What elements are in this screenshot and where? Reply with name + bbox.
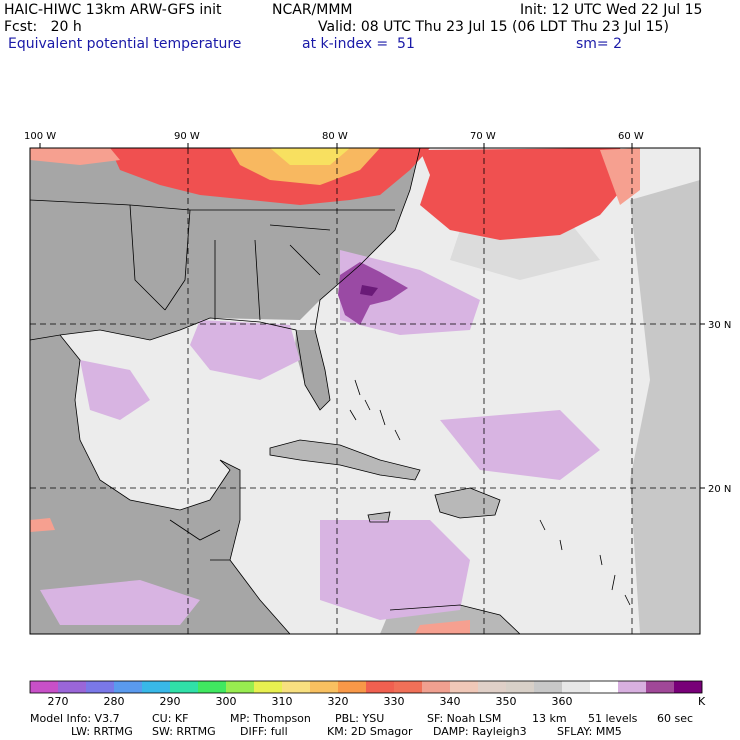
model-title: HAIC-HIWC 13km ARW-GFS init (4, 2, 222, 18)
colorbar-tick-label: 310 (272, 695, 293, 708)
footer-model-info: Model Info: V3.7 (30, 712, 120, 725)
level-label: at k-index = 51 (302, 36, 415, 52)
map-frame (29, 147, 701, 635)
field-name: Equivalent potential temperature (8, 36, 242, 52)
mexico-salmon-patch (30, 518, 55, 532)
colorbar-tick-label: 360 (552, 695, 573, 708)
organization-label: NCAR/MMM (272, 2, 353, 18)
footer-mp: MP: Thompson (230, 712, 311, 725)
mexico-land (30, 335, 290, 634)
colorbar-tick-label: 330 (384, 695, 405, 708)
colorbar-swatch (170, 681, 199, 693)
lon-label-80w: 80 W (322, 131, 348, 142)
bahamas-islands (349, 379, 631, 606)
colorbar (29, 680, 703, 694)
footer-cu: CU: KF (152, 712, 189, 725)
footer-diff: DIFF: full (240, 725, 288, 738)
smoothing-label: sm= 2 (576, 36, 623, 52)
pacific-lavender (40, 580, 200, 625)
warm-band-orange (230, 148, 380, 185)
lon-label-70w: 70 W (470, 131, 496, 142)
colorbar-swatch (254, 681, 283, 693)
atlantic-warm-red (420, 148, 630, 240)
colorbar-swatch (86, 681, 115, 693)
east-ocean-shading (630, 180, 700, 634)
colorbar-swatch (310, 681, 339, 693)
colorbar-swatch (30, 681, 59, 693)
footer-timestep: 60 sec (657, 712, 694, 725)
colorbar-swatch (282, 681, 311, 693)
map-panel (30, 148, 700, 634)
footer-km: KM: 2D Smagor (327, 725, 413, 738)
colorbar-swatch (674, 681, 703, 693)
footer-resolution: 13 km (532, 712, 567, 725)
footer-sw: SW: RRTMG (152, 725, 216, 738)
colorbar-swatch (226, 681, 255, 693)
atlantic-warm-salmon (600, 148, 640, 205)
colorbar-swatch (590, 681, 619, 693)
lat-label-30n: 30 N (708, 320, 731, 331)
colorbar-swatch (534, 681, 563, 693)
footer-pbl: PBL: YSU (335, 712, 385, 725)
colorbar-tick-label: 300 (216, 695, 237, 708)
graticule (30, 148, 700, 634)
colorbar-swatch (506, 681, 535, 693)
colorbar-frame (29, 680, 703, 694)
caribbean-lavender (320, 520, 470, 620)
lon-label-100w: 100 W (24, 131, 56, 142)
colorbar-swatch (58, 681, 87, 693)
footer-sflay: SFLAY: MM5 (557, 725, 622, 738)
colorbar-tick-label: 350 (496, 695, 517, 708)
coastlines (30, 148, 521, 634)
valid-time: Valid: 08 UTC Thu 23 Jul 15 (06 LDT Thu … (318, 19, 669, 35)
colorbar-swatch (450, 681, 479, 693)
colorbar-swatch (114, 681, 143, 693)
gulf-lavender (190, 320, 300, 380)
lon-label-60w: 60 W (618, 131, 644, 142)
footer-lw: LW: RRTMG (71, 725, 133, 738)
colorbar-swatch (198, 681, 227, 693)
colorbar-tick-label: 280 (104, 695, 125, 708)
venezuela-salmon-patch (415, 620, 470, 634)
central-atlantic-lavender (440, 410, 600, 480)
colorbar-swatch (394, 681, 423, 693)
map-ticks (39, 143, 705, 489)
florida-land (295, 330, 330, 410)
colorbar-tick-label: 320 (328, 695, 349, 708)
colorbar-swatch (422, 681, 451, 693)
colorbar-tick-label: 290 (160, 695, 181, 708)
colorbar-ticks: 270 280 290 300 310 320 330 340 350 360 (48, 695, 573, 708)
lat-label-20n: 20 N (708, 484, 731, 495)
colorbar-swatch (478, 681, 507, 693)
colorbar-swatch (646, 681, 675, 693)
colorbar-tick-label: 270 (48, 695, 69, 708)
lon-label-90w: 90 W (174, 131, 200, 142)
cuba-land (270, 440, 420, 480)
colorbar-swatch (562, 681, 591, 693)
init-time: Init: 12 UTC Wed 22 Jul 15 (520, 2, 703, 18)
purple-core (360, 285, 378, 296)
colorbar-swatch (142, 681, 171, 693)
northwest-salmon (30, 148, 120, 165)
warm-band-yellow (270, 148, 350, 165)
colorbar-swatch (366, 681, 395, 693)
colorbar-swatch (338, 681, 367, 693)
colorbar-tick-label: 340 (440, 695, 461, 708)
footer-sf: SF: Noah LSM (427, 712, 502, 725)
colorbar-unit: K (698, 695, 706, 708)
footer-levels: 51 levels (588, 712, 638, 725)
forecast-hour: Fcst: 20 h (4, 19, 82, 35)
colorbar-swatch (618, 681, 647, 693)
west-gulf-lavender (80, 360, 150, 420)
footer-damp: DAMP: Rayleigh3 (433, 725, 527, 738)
